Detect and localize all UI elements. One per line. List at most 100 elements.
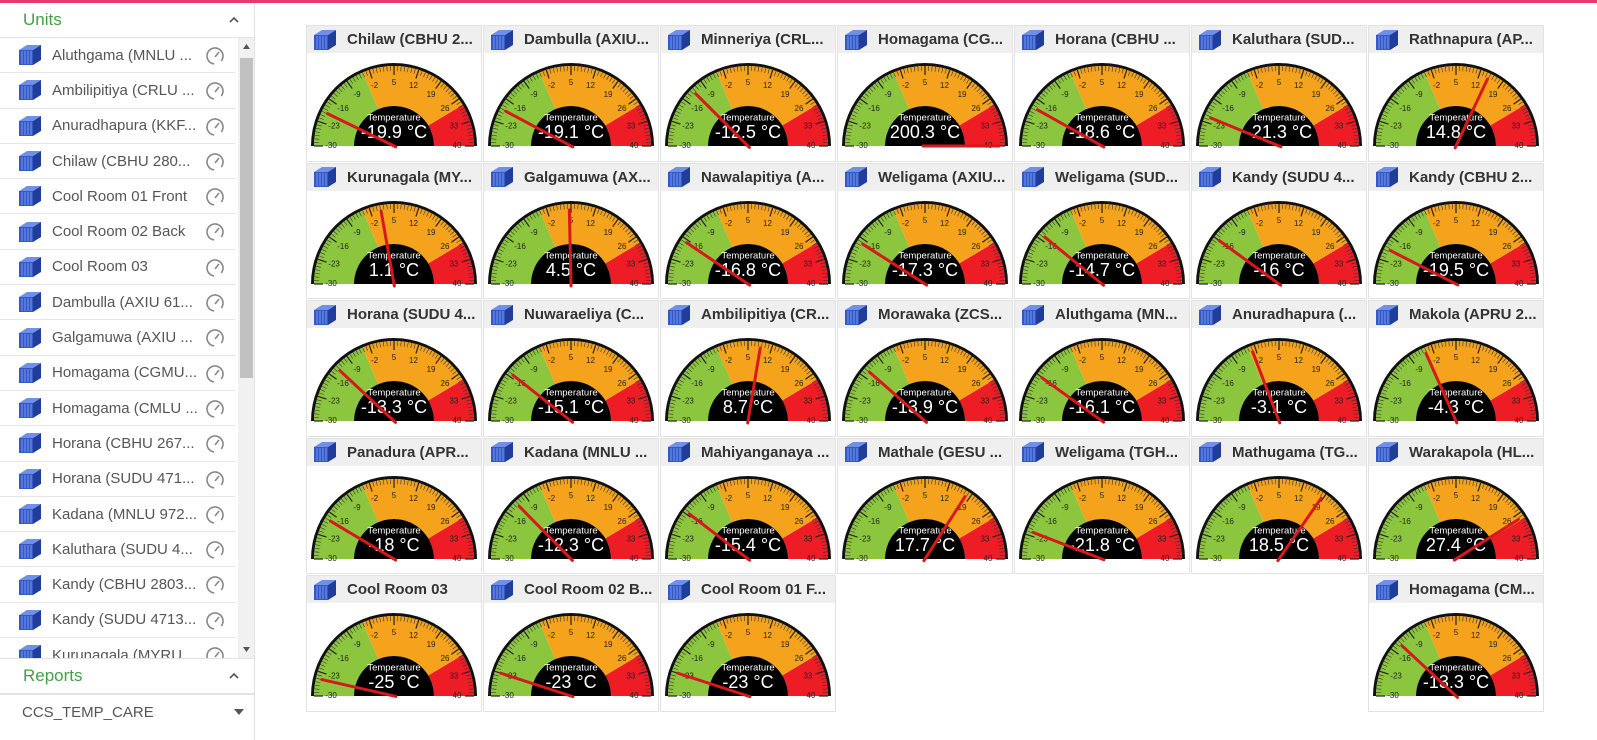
minor-tick (372, 343, 375, 349)
minor-tick (1024, 124, 1030, 127)
tick-label: 5 (1100, 491, 1105, 500)
unit-item[interactable]: Kadana (MNLU 972... (0, 497, 235, 533)
minor-tick (677, 245, 683, 249)
minor-tick (858, 101, 863, 105)
gauge-center (1416, 381, 1496, 421)
tick-mark (966, 218, 973, 227)
minor-tick (1437, 617, 1440, 623)
minor-tick (584, 204, 586, 210)
minor-tick (716, 209, 719, 215)
minor-tick (606, 75, 610, 81)
gauge-card: Mathugama (TG...-30-23-16-9-251219263340… (1191, 437, 1367, 574)
unit-item[interactable]: Aluthgama (MNLU ... (0, 38, 235, 74)
gauge-label: Temperature (721, 663, 774, 674)
minor-tick (789, 629, 793, 634)
unit-item[interactable]: Cool Room 02 Back (0, 214, 235, 250)
minor-tick (874, 83, 879, 88)
minor-tick (497, 251, 503, 255)
tick-mark (848, 258, 858, 263)
minor-tick (448, 365, 453, 370)
minor-tick (1343, 379, 1348, 383)
gauge-needle (379, 209, 396, 287)
unit-item[interactable]: Kandy (SUDU 4713... (0, 603, 235, 639)
report-select[interactable]: CCS_TEMP_CARE (0, 694, 254, 729)
minor-tick (1172, 117, 1178, 120)
minor-tick (510, 368, 515, 372)
unit-item[interactable]: Homagama (CMLU ... (0, 391, 235, 427)
tick-label: -23 (1213, 397, 1225, 406)
unit-item[interactable]: Kurunagala (MYRU... (0, 638, 235, 658)
unit-item[interactable]: Dambulla (AXIU 61... (0, 285, 235, 321)
units-header[interactable]: Units (0, 3, 254, 38)
minor-tick (669, 268, 675, 271)
unit-icon (1020, 441, 1046, 463)
minor-tick (990, 245, 996, 249)
unit-item[interactable]: Galgamuwa (AXIU ... (0, 320, 235, 356)
gauge-title-bar: Cool Room 01 F... (661, 576, 835, 603)
scrollbar[interactable] (238, 38, 254, 658)
unit-icon (17, 79, 43, 101)
unit-item[interactable]: Horana (SUDU 471... (0, 462, 235, 497)
gauge-band (668, 72, 733, 146)
unit-item[interactable]: Anuradhapura (KKF... (0, 109, 235, 144)
unit-icon-shape (1022, 167, 1044, 187)
unit-icon (489, 579, 515, 601)
tick-label: -30 (856, 141, 868, 150)
minor-tick (468, 547, 474, 549)
gauge-card: Homagama (CG...-30-23-16-9-251219263340T… (837, 25, 1013, 162)
minor-tick (603, 348, 606, 354)
minor-tick (355, 625, 359, 631)
minor-tick (456, 514, 461, 518)
minor-tick (512, 365, 517, 370)
minor-tick (1377, 406, 1383, 408)
scroll-thumb[interactable] (240, 58, 253, 378)
unit-item[interactable]: Chilaw (CBHU 280... (0, 144, 235, 180)
minor-tick (1377, 681, 1383, 683)
reports-header[interactable]: Reports (0, 658, 254, 694)
tick-label: -2 (1079, 219, 1087, 228)
unit-item[interactable]: Horana (CBHU 267... (0, 426, 235, 462)
gauge-card: Dambulla (AXIU... -30 -23 -16 -9 -2 5 12 19 26 33 4… (483, 25, 659, 162)
tick-mark (859, 235, 868, 243)
gauge: -30-23-16-9-2 5 1219263340Temperature-12.3… (488, 475, 654, 563)
scroll-up[interactable] (238, 38, 254, 55)
tick-mark (1213, 373, 1222, 380)
tick-mark (1320, 493, 1327, 502)
unit-item[interactable]: Kandy (CBHU 2803... (0, 567, 235, 603)
gauge-band (605, 104, 651, 146)
gauge-band (845, 72, 910, 146)
minor-tick (629, 233, 634, 237)
minor-tick (1210, 242, 1215, 246)
minor-tick (315, 402, 321, 405)
tick-label: -2 (371, 81, 379, 90)
unit-item[interactable]: Cool Room 01 Front (0, 179, 235, 215)
minor-tick (1389, 651, 1394, 655)
minor-tick (1395, 93, 1400, 97)
unit-icon (312, 441, 338, 463)
minor-tick (492, 268, 498, 271)
minor-tick (993, 251, 999, 255)
minor-tick (413, 68, 416, 74)
tick-mark (1513, 373, 1522, 380)
minor-tick (464, 255, 470, 258)
unit-item[interactable]: Kaluthara (SUDU 4... (0, 532, 235, 568)
unit-item[interactable]: Cool Room 03 (0, 250, 235, 286)
minor-tick (1167, 107, 1173, 111)
minor-tick (349, 629, 353, 634)
tick-label: 40 (984, 554, 993, 563)
gauge-icon (205, 152, 225, 172)
minor-tick (495, 117, 501, 120)
gauge-band (716, 616, 817, 676)
minor-tick (821, 681, 827, 683)
gauge-band (1247, 203, 1348, 263)
minor-tick (1510, 227, 1515, 232)
unit-item[interactable]: Ambilipitiya (CRLU ... (0, 73, 235, 109)
minor-tick (556, 67, 558, 73)
scroll-down[interactable] (238, 641, 254, 658)
minor-tick (692, 362, 697, 367)
minor-tick (869, 362, 874, 367)
minor-tick (979, 502, 984, 507)
tick-label: -9 (1061, 365, 1069, 374)
gauge-band (716, 203, 817, 263)
unit-item[interactable]: Homagama (CGMU... (0, 356, 235, 391)
